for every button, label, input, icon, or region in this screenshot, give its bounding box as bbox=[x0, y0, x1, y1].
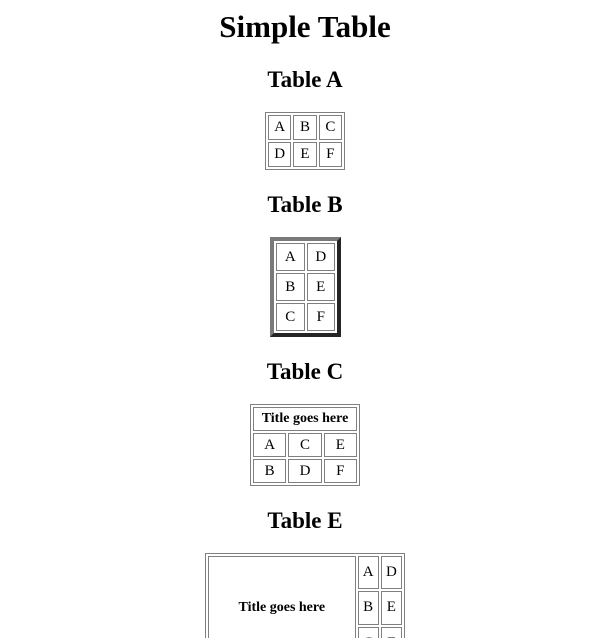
table-row: A C E bbox=[253, 433, 357, 457]
table-cell: C bbox=[318, 115, 342, 140]
table-c-heading: Table C bbox=[266, 359, 344, 384]
table-cell: F bbox=[323, 459, 357, 483]
table-cell: E bbox=[306, 273, 335, 301]
table-a: A B C D E F bbox=[265, 112, 345, 170]
table-cell: D bbox=[288, 459, 322, 483]
table-row: C F bbox=[276, 303, 335, 331]
table-cell: C bbox=[357, 626, 379, 638]
table-caption-cell: Title goes here bbox=[253, 407, 357, 431]
table-cell: A bbox=[253, 433, 287, 457]
table-e-heading: Table E bbox=[267, 508, 343, 533]
table-b-heading: Table B bbox=[267, 192, 343, 217]
table-a-heading: Table A bbox=[267, 67, 343, 92]
table-cell: A bbox=[276, 243, 305, 271]
table-caption-cell: Title goes here bbox=[208, 556, 356, 638]
table-cell: B bbox=[276, 273, 305, 301]
table-row: C F bbox=[208, 626, 402, 638]
table-cell: F bbox=[380, 626, 402, 638]
table-cell: C bbox=[276, 303, 305, 331]
table-cell: E bbox=[380, 591, 402, 625]
table-cell: E bbox=[323, 433, 357, 457]
table-row: A D bbox=[276, 243, 335, 271]
table-cell: A bbox=[357, 556, 379, 590]
page-title: Simple Table bbox=[219, 9, 391, 44]
table-e: Title goes here A D B E C F bbox=[205, 553, 405, 638]
table-row: Title goes here bbox=[253, 407, 357, 431]
table-cell: F bbox=[306, 303, 335, 331]
table-cell: E bbox=[293, 142, 317, 167]
table-cell: C bbox=[288, 433, 322, 457]
table-row: A B C bbox=[268, 115, 342, 140]
table-row: B D F bbox=[253, 459, 357, 483]
table-cell: B bbox=[253, 459, 287, 483]
table-row: B E bbox=[208, 591, 402, 625]
table-cell: D bbox=[268, 142, 292, 167]
table-row: Title goes here A D bbox=[208, 556, 402, 638]
table-cell: D bbox=[306, 243, 335, 271]
table-cell: D bbox=[380, 556, 402, 590]
table-b: A D B E C F bbox=[270, 237, 341, 337]
table-row: D E F bbox=[268, 142, 342, 167]
table-row: B E bbox=[276, 273, 335, 301]
table-cell: B bbox=[293, 115, 317, 140]
table-cell: F bbox=[318, 142, 342, 167]
table-c: Title goes here A C E B D F bbox=[250, 404, 360, 486]
table-cell: B bbox=[357, 591, 379, 625]
table-cell: A bbox=[268, 115, 292, 140]
